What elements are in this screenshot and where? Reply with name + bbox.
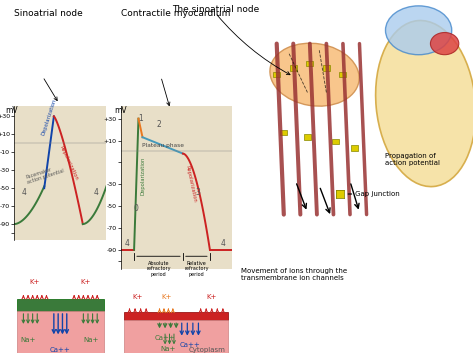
Text: = Gap junction: = Gap junction — [347, 191, 400, 197]
Text: Repolarization: Repolarization — [185, 165, 198, 203]
Text: mV: mV — [114, 106, 127, 115]
Bar — [273, 72, 280, 78]
Text: 3: 3 — [196, 188, 201, 197]
Ellipse shape — [385, 6, 452, 55]
Text: 4: 4 — [93, 188, 98, 197]
Text: 0: 0 — [134, 205, 139, 213]
Bar — [289, 66, 297, 71]
Bar — [280, 130, 288, 135]
Bar — [307, 61, 313, 66]
Text: mV: mV — [6, 106, 18, 115]
Text: Cytoplasm: Cytoplasm — [189, 347, 226, 353]
Ellipse shape — [270, 43, 359, 106]
Bar — [17, 311, 104, 353]
Text: 4: 4 — [125, 240, 130, 248]
Text: Sinoatrial node: Sinoatrial node — [14, 9, 83, 18]
Bar — [332, 139, 339, 144]
Text: The sinoatrial node: The sinoatrial node — [172, 5, 259, 15]
Bar — [304, 134, 311, 139]
Bar — [124, 312, 228, 320]
Ellipse shape — [376, 20, 473, 187]
Bar — [351, 145, 359, 151]
Text: Plateau phase: Plateau phase — [142, 143, 184, 148]
Text: K+: K+ — [132, 294, 142, 300]
Text: K+: K+ — [80, 279, 90, 285]
Text: K+: K+ — [29, 279, 40, 285]
Text: Repolarization: Repolarization — [59, 145, 79, 181]
Text: Na+: Na+ — [20, 337, 36, 343]
Text: Depolarization: Depolarization — [41, 98, 57, 136]
Bar — [323, 66, 330, 71]
Text: Pacemaker
action potential: Pacemaker action potential — [25, 163, 65, 186]
Text: K+: K+ — [207, 294, 217, 300]
Text: Movement of ions through the
transmembrane ion channels: Movement of ions through the transmembra… — [241, 268, 347, 281]
Text: Contractile myocardium: Contractile myocardium — [121, 9, 230, 18]
Text: Na+: Na+ — [161, 346, 176, 352]
Ellipse shape — [430, 32, 459, 55]
Text: K+: K+ — [161, 294, 171, 300]
Text: Ca++: Ca++ — [179, 342, 200, 348]
Text: Ca++: Ca++ — [50, 347, 70, 353]
Bar — [124, 320, 228, 353]
Text: Relative
refractory
period: Relative refractory period — [184, 261, 209, 277]
Text: Absolute
refractory
period: Absolute refractory period — [146, 261, 171, 277]
Bar — [340, 72, 346, 78]
Text: 1: 1 — [138, 114, 143, 123]
Text: Ca++: Ca++ — [155, 335, 175, 341]
Text: 2: 2 — [157, 120, 162, 129]
Text: Propagation of
action potential: Propagation of action potential — [385, 153, 440, 166]
Text: Na+: Na+ — [83, 337, 98, 343]
Bar — [17, 300, 104, 311]
Text: 4: 4 — [21, 188, 26, 197]
Text: 4: 4 — [221, 240, 226, 248]
Text: Depolarization: Depolarization — [140, 156, 145, 195]
